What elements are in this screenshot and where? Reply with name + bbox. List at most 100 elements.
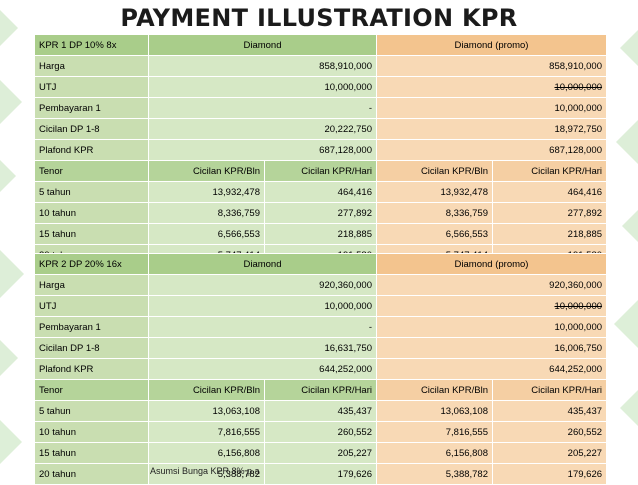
row-label: Plafond KPR bbox=[34, 358, 149, 380]
cell-diamond-promo: 18,972,750 bbox=[375, 118, 608, 140]
cell-value: 205,227 bbox=[491, 442, 608, 464]
cell-diamond-promo: 858,910,000 bbox=[375, 55, 608, 77]
cell-diamond-promo: 920,360,000 bbox=[375, 274, 608, 296]
tenor-col-header: Cicilan KPR/Bln bbox=[148, 160, 265, 182]
column-diamond-header: Diamond bbox=[148, 34, 377, 56]
cell-diamond-promo: 644,252,000 bbox=[375, 358, 608, 380]
term-label: 5 tahun bbox=[34, 181, 149, 203]
cell-diamond: 687,128,000 bbox=[148, 139, 377, 161]
cell-value: 6,566,553 bbox=[148, 223, 265, 245]
cell-value: 277,892 bbox=[491, 202, 608, 224]
term-label: 5 tahun bbox=[34, 400, 149, 422]
cell-value: 6,156,808 bbox=[376, 442, 493, 464]
tenor-header-row: Tenor Cicilan KPR/Bln Cicilan KPR/Hari C… bbox=[34, 160, 608, 182]
cell-value: 218,885 bbox=[264, 223, 377, 245]
cell-value: 464,416 bbox=[491, 181, 608, 203]
table-row: Cicilan DP 1-8 16,631,750 16,006,750 bbox=[34, 337, 608, 359]
tenor-header-row: Tenor Cicilan KPR/Bln Cicilan KPR/Hari C… bbox=[34, 379, 608, 401]
cell-value: 7,816,555 bbox=[376, 421, 493, 443]
cell-value: 13,932,478 bbox=[148, 181, 265, 203]
tenor-col-header: Cicilan KPR/Bln bbox=[148, 379, 265, 401]
cell-value: 435,437 bbox=[264, 400, 377, 422]
table-header-row: KPR 1 DP 10% 8x Diamond Diamond (promo) bbox=[34, 34, 608, 56]
table-row: Harga 858,910,000 858,910,000 bbox=[34, 55, 608, 77]
cell-diamond: - bbox=[148, 316, 377, 338]
row-label: Cicilan DP 1-8 bbox=[34, 118, 149, 140]
table-row: Pembayaran 1 - 10,000,000 bbox=[34, 97, 608, 119]
row-label: UTJ bbox=[34, 295, 149, 317]
table-header-row: KPR 2 DP 20% 16x Diamond Diamond (promo) bbox=[34, 253, 608, 275]
row-label: Harga bbox=[34, 55, 149, 77]
cell-diamond: 858,910,000 bbox=[148, 55, 377, 77]
cell-diamond: - bbox=[148, 97, 377, 119]
row-label: Harga bbox=[34, 274, 149, 296]
kpr-table-2: KPR 2 DP 20% 16x Diamond Diamond (promo)… bbox=[34, 253, 608, 485]
kpr-table-1: KPR 1 DP 10% 8x Diamond Diamond (promo) … bbox=[34, 34, 608, 266]
column-diamond-header: Diamond bbox=[148, 253, 377, 275]
cell-value: 8,336,759 bbox=[148, 202, 265, 224]
cell-diamond: 10,000,000 bbox=[148, 295, 377, 317]
background-pattern-right bbox=[614, 30, 638, 426]
cell-value: 13,063,108 bbox=[148, 400, 265, 422]
table-row: 5 tahun 13,063,108 435,437 13,063,108 43… bbox=[34, 400, 608, 422]
table-row: 20 tahun 5,388,782 179,626 5,388,782 179… bbox=[34, 463, 608, 485]
table-header-label: KPR 2 DP 20% 16x bbox=[34, 253, 149, 275]
table-row: Plafond KPR 687,128,000 687,128,000 bbox=[34, 139, 608, 161]
cell-diamond-promo: 16,006,750 bbox=[375, 337, 608, 359]
table-row: Pembayaran 1 - 10,000,000 bbox=[34, 316, 608, 338]
cell-diamond-promo: 10,000,000 bbox=[375, 97, 608, 119]
interest-note: Asumsi Bunga KPR 8% p.a bbox=[150, 466, 260, 476]
table-row: 15 tahun 6,566,553 218,885 6,566,553 218… bbox=[34, 223, 608, 245]
cell-diamond-promo: 687,128,000 bbox=[375, 139, 608, 161]
table-row: 15 tahun 6,156,808 205,227 6,156,808 205… bbox=[34, 442, 608, 464]
cell-value: 179,626 bbox=[491, 463, 608, 485]
cell-diamond: 10,000,000 bbox=[148, 76, 377, 98]
cell-value: 13,932,478 bbox=[376, 181, 493, 203]
row-label: Cicilan DP 1-8 bbox=[34, 337, 149, 359]
page-title: PAYMENT ILLUSTRATION KPR bbox=[120, 4, 518, 32]
term-label: 15 tahun bbox=[34, 442, 149, 464]
strikethrough-value: 10,000,000 bbox=[554, 300, 603, 312]
cell-value: 6,566,553 bbox=[376, 223, 493, 245]
row-label: Pembayaran 1 bbox=[34, 97, 149, 119]
cell-diamond: 920,360,000 bbox=[148, 274, 377, 296]
term-label: 20 tahun bbox=[34, 463, 149, 485]
table-row: UTJ 10,000,000 10,000,000 bbox=[34, 76, 608, 98]
row-label: Plafond KPR bbox=[34, 139, 149, 161]
strikethrough-value: 10,000,000 bbox=[554, 81, 603, 93]
cell-value: 6,156,808 bbox=[148, 442, 265, 464]
cell-value: 277,892 bbox=[264, 202, 377, 224]
table-row: Cicilan DP 1-8 20,222,750 18,972,750 bbox=[34, 118, 608, 140]
cell-diamond-promo: 10,000,000 bbox=[375, 76, 608, 98]
column-diamond-promo-header: Diamond (promo) bbox=[375, 253, 608, 275]
tenor-label: Tenor bbox=[34, 160, 149, 182]
cell-diamond-promo: 10,000,000 bbox=[375, 295, 608, 317]
cell-value: 218,885 bbox=[491, 223, 608, 245]
cell-diamond: 644,252,000 bbox=[148, 358, 377, 380]
cell-value: 13,063,108 bbox=[376, 400, 493, 422]
table-row: 5 tahun 13,932,478 464,416 13,932,478 46… bbox=[34, 181, 608, 203]
tenor-col-header: Cicilan KPR/Hari bbox=[491, 379, 608, 401]
cell-diamond: 20,222,750 bbox=[148, 118, 377, 140]
cell-value: 260,552 bbox=[264, 421, 377, 443]
table-row: Harga 920,360,000 920,360,000 bbox=[34, 274, 608, 296]
column-diamond-promo-header: Diamond (promo) bbox=[375, 34, 608, 56]
term-label: 10 tahun bbox=[34, 202, 149, 224]
tenor-label: Tenor bbox=[34, 379, 149, 401]
term-label: 10 tahun bbox=[34, 421, 149, 443]
background-pattern-left bbox=[0, 10, 24, 464]
cell-value: 205,227 bbox=[264, 442, 377, 464]
table-row: Plafond KPR 644,252,000 644,252,000 bbox=[34, 358, 608, 380]
cell-value: 5,388,782 bbox=[376, 463, 493, 485]
table-header-label: KPR 1 DP 10% 8x bbox=[34, 34, 149, 56]
table-row: 10 tahun 8,336,759 277,892 8,336,759 277… bbox=[34, 202, 608, 224]
cell-value: 464,416 bbox=[264, 181, 377, 203]
row-label: UTJ bbox=[34, 76, 149, 98]
table-row: UTJ 10,000,000 10,000,000 bbox=[34, 295, 608, 317]
cell-value: 260,552 bbox=[491, 421, 608, 443]
tenor-col-header: Cicilan KPR/Hari bbox=[264, 379, 377, 401]
tenor-col-header: Cicilan KPR/Bln bbox=[376, 160, 493, 182]
cell-value: 435,437 bbox=[491, 400, 608, 422]
cell-value: 8,336,759 bbox=[376, 202, 493, 224]
cell-diamond: 16,631,750 bbox=[148, 337, 377, 359]
